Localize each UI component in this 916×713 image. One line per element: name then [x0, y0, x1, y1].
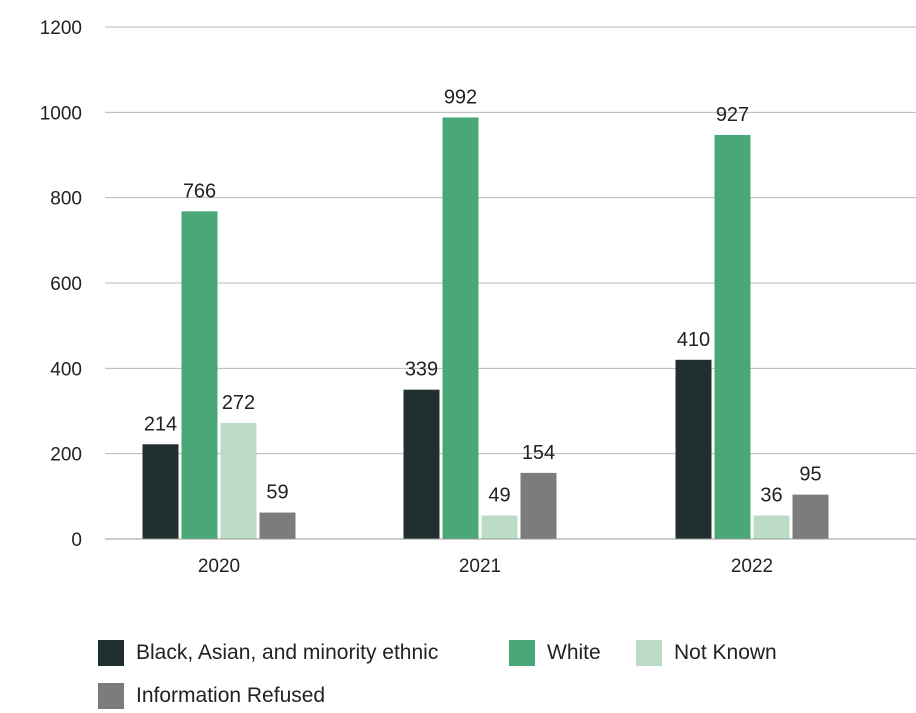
x-tick-label: 2021	[459, 556, 501, 577]
bar	[675, 359, 712, 539]
bar	[403, 389, 440, 539]
data-label: 410	[677, 329, 710, 351]
bar	[714, 134, 751, 540]
x-tick-label: 2020	[198, 556, 240, 577]
data-label: 36	[760, 485, 782, 507]
data-label: 154	[522, 442, 555, 464]
legend-item: Black, Asian, and minority ethnic	[98, 640, 438, 666]
y-tick-label: 1000	[40, 103, 82, 124]
data-label: 49	[488, 485, 510, 507]
legend-swatch	[509, 640, 535, 666]
bar	[220, 422, 257, 539]
y-tick-label: 1200	[40, 18, 82, 39]
bars	[142, 117, 829, 540]
legend-item: White	[509, 640, 601, 666]
legend-swatch	[636, 640, 662, 666]
x-axis: 2020 2021 2022	[105, 538, 916, 577]
data-label: 59	[266, 482, 288, 504]
y-tick-label: 0	[71, 530, 82, 551]
legend-swatch	[98, 640, 124, 666]
data-label: 992	[444, 86, 477, 108]
y-tick-label: 200	[50, 445, 82, 466]
data-labels: 214 766 272 59 339 992 49 154 410 927 36 95	[144, 86, 822, 506]
legend-label: Information Refused	[136, 684, 326, 707]
bar	[481, 515, 518, 539]
bar-chart: 0 200 400 600 800 1000 1200 214 766 272 59 339 992 4…	[40, 18, 916, 577]
y-tick-label: 800	[50, 189, 82, 210]
data-label: 766	[183, 180, 216, 202]
legend-label: White	[547, 641, 601, 664]
data-label: 272	[222, 392, 255, 414]
bar	[520, 472, 557, 539]
bar	[442, 117, 479, 539]
legend-label: Black, Asian, and minority ethnic	[136, 641, 439, 664]
legend-swatch	[98, 683, 124, 709]
data-label: 214	[144, 413, 177, 435]
legend-item: Information Refused	[98, 683, 325, 709]
bar	[181, 211, 218, 539]
x-tick-label: 2022	[731, 556, 773, 577]
bar	[753, 515, 790, 539]
legend-label: Not Known	[674, 641, 777, 664]
data-label: 927	[716, 104, 749, 126]
bar	[259, 512, 296, 539]
legend-item: Not Known	[636, 640, 777, 666]
data-label: 95	[799, 464, 821, 486]
data-label: 339	[405, 359, 438, 381]
bar	[792, 494, 829, 539]
bar	[142, 444, 179, 539]
y-tick-label: 400	[50, 359, 82, 380]
y-axis: 0 200 400 600 800 1000 1200	[40, 18, 82, 551]
y-tick-label: 600	[50, 274, 82, 295]
